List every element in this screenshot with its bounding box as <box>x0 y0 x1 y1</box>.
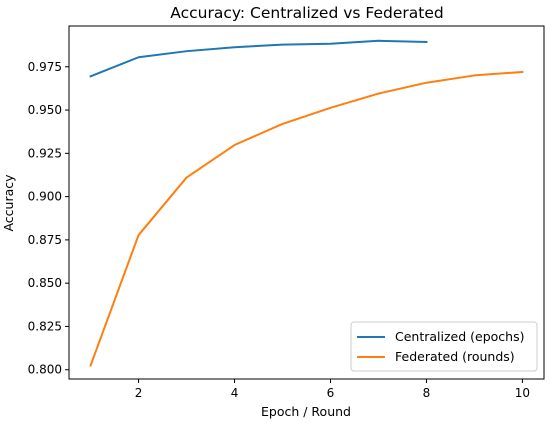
series-lines <box>89 39 524 367</box>
legend-label-centralized: Centralized (epochs) <box>395 329 524 344</box>
y-tick-label: 0.975 <box>28 60 62 74</box>
plot-area <box>68 25 545 380</box>
x-tick-label: 6 <box>327 386 335 400</box>
y-axis-label: Accuracy <box>1 174 16 232</box>
y-tick-label: 0.875 <box>28 233 62 247</box>
chart-title: Accuracy: Centralized vs Federated <box>170 4 443 22</box>
x-tick-label: 8 <box>423 386 431 400</box>
y-tick-label: 0.950 <box>28 103 62 117</box>
legend-label-federated: Federated (rounds) <box>395 349 515 364</box>
x-tick-label: 10 <box>515 386 530 400</box>
x-tick-label: 4 <box>231 386 239 400</box>
y-tick-label: 0.825 <box>28 319 62 333</box>
y-axis-ticks: 0.800 0.825 0.850 0.875 0.900 0.925 0.950 0.975 <box>28 60 69 377</box>
series-line-centralized <box>89 39 428 78</box>
x-axis-label: Epoch / Round <box>261 404 351 419</box>
legend-frame <box>350 321 538 372</box>
y-tick-label: 0.800 <box>28 363 62 377</box>
y-tick-label: 0.925 <box>28 146 62 160</box>
legend: Centralized (epochs) Federated (rounds) <box>350 321 538 372</box>
y-tick-label: 0.900 <box>28 190 62 204</box>
y-tick-label: 0.850 <box>28 276 62 290</box>
x-axis-ticks: 2 4 6 8 10 <box>135 379 530 400</box>
x-tick-label: 2 <box>135 386 143 400</box>
series-line-federated <box>89 70 524 367</box>
